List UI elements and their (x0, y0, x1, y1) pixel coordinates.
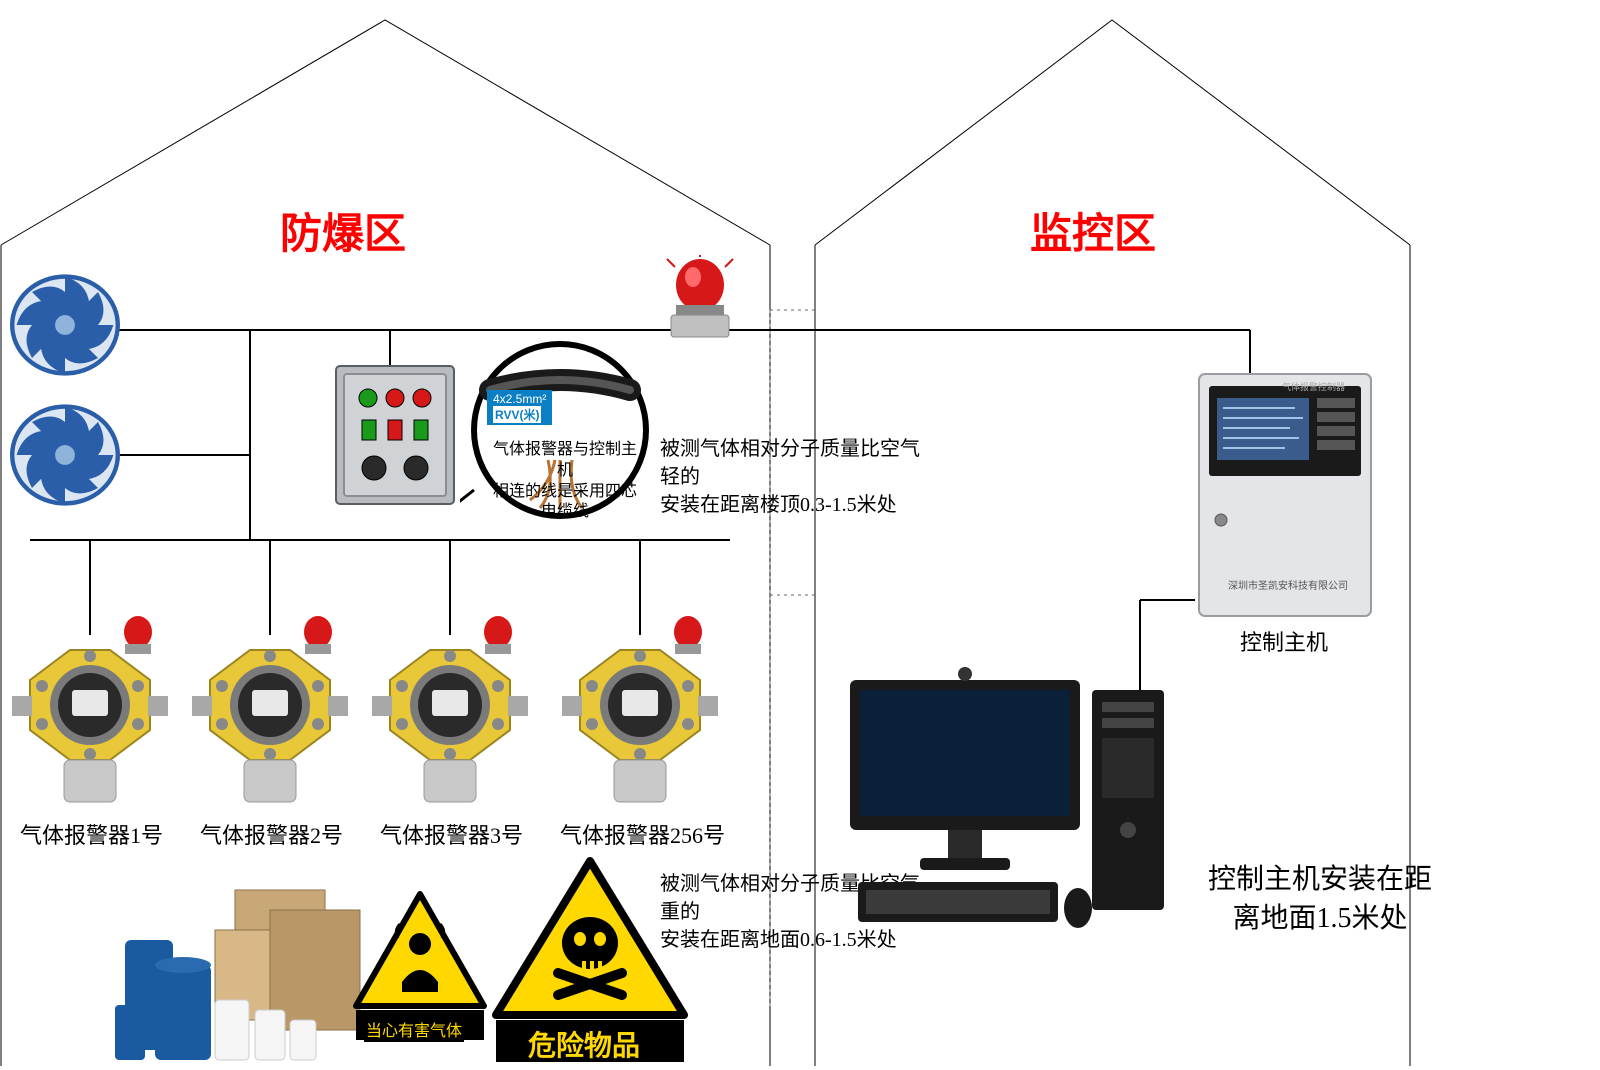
cable-type-text: RVV(米) (493, 406, 541, 423)
cable-note: 气体报警器与控制主机 相连的线是采用四芯电缆线 (490, 440, 640, 523)
cable-note-l2: 相连的线是采用四芯电缆线 (493, 483, 637, 521)
control-box (330, 360, 460, 510)
light-gas-l1: 被测气体相对分子质量比空气轻的 (660, 438, 920, 488)
detector-label-1: 气体报警器1号 (20, 818, 163, 850)
exhaust-fan-2 (10, 400, 120, 510)
light-gas-note: 被测气体相对分子质量比空气轻的 安装在距离楼顶0.3-1.5米处 (660, 435, 920, 519)
chemical-containers-icon (115, 870, 365, 1070)
danger-goods-label: 危险物品 (528, 1024, 640, 1064)
detector-label-3: 气体报警器3号 (380, 818, 523, 850)
cable-spec-text: 4x2.5mm² (493, 392, 546, 406)
ctrl-note-l1: 控制主机安装在距 (1208, 864, 1432, 895)
gas-detector-3 (370, 610, 530, 810)
exhaust-fan-1 (10, 270, 120, 380)
cable-note-l1: 气体报警器与控制主机 (493, 441, 637, 479)
panel-brand-text: 深圳市圣凯安科技有限公司 (1228, 577, 1348, 592)
controller-install-note: 控制主机安装在距 离地面1.5米处 (1180, 860, 1460, 938)
panel-title-text: 气体报警控制器 (1282, 380, 1345, 393)
detector-label-2: 气体报警器2号 (200, 818, 343, 850)
light-gas-l2: 安装在距离楼顶0.3-1.5米处 (660, 494, 897, 516)
harmful-gas-label: 当心有害气体 (364, 1016, 464, 1042)
cable-spec-badge: 4x2.5mm² RVV(米) (487, 390, 552, 425)
alarm-beacon-icon (665, 255, 735, 345)
controller-label: 控制主机 (1240, 625, 1328, 657)
gas-detector-2 (190, 610, 350, 810)
detector-label-256: 气体报警器256号 (560, 818, 725, 850)
ctrl-note-l2: 离地面1.5米处 (1232, 903, 1407, 934)
computer-icon (830, 660, 1170, 940)
gas-detector-1 (10, 610, 170, 810)
gas-detector-256 (560, 610, 720, 810)
